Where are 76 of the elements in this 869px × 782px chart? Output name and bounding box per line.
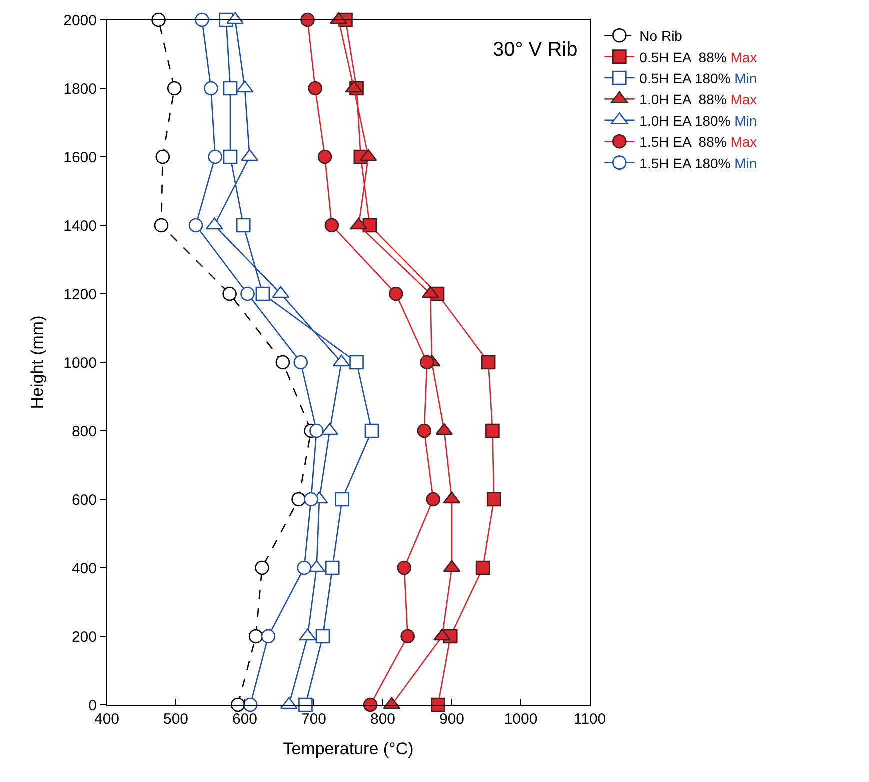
x-tick-label: 700	[301, 711, 327, 728]
point	[397, 560, 412, 576]
point	[324, 218, 340, 233]
x-tick-label: 1100	[574, 711, 606, 728]
x-tick-label: 1000	[504, 711, 538, 728]
point	[195, 12, 210, 28]
point	[223, 150, 238, 164]
legend-label: 1.0H EA 88% Max	[640, 92, 758, 108]
point	[156, 150, 170, 164]
legend-label: 1.5H EA 88% Max	[640, 134, 758, 150]
point	[188, 218, 204, 233]
point	[243, 698, 258, 712]
point	[325, 560, 340, 576]
point	[486, 424, 500, 438]
legend-label: 1.0H EA 180% Min	[640, 112, 758, 129]
point	[261, 629, 276, 644]
point	[476, 560, 490, 576]
point	[335, 492, 350, 507]
point	[222, 286, 237, 302]
point	[481, 355, 496, 370]
y-tick-label: 1200	[64, 286, 97, 304]
x-axis-title: Temperature (°C)	[283, 739, 414, 758]
y-tick-label: 1000	[64, 354, 97, 372]
point	[240, 286, 255, 302]
point	[292, 492, 306, 507]
y-tick-label: 1800	[64, 80, 97, 98]
point	[316, 629, 330, 644]
point	[256, 286, 270, 302]
y-tick-label: 0	[88, 697, 97, 714]
point	[486, 492, 502, 507]
y-tick-label: 200	[72, 628, 97, 646]
y-tick-label: 1400	[64, 218, 97, 235]
point	[300, 12, 315, 28]
point	[304, 492, 318, 507]
point	[310, 424, 324, 438]
point	[350, 355, 364, 370]
point	[420, 355, 434, 370]
x-tick-label: 600	[232, 711, 258, 728]
point	[152, 12, 166, 28]
point	[388, 286, 404, 302]
y-tick-label: 800	[72, 423, 97, 440]
point	[236, 218, 251, 233]
x-tick-label: 900	[439, 711, 465, 728]
y-tick-label: 2000	[64, 12, 97, 30]
legend-label: No Rib	[640, 28, 683, 44]
y-tick-label: 400	[72, 560, 97, 578]
point	[298, 698, 313, 712]
y-tick-label: 600	[72, 492, 97, 509]
point	[426, 492, 441, 507]
point	[308, 81, 323, 96]
point	[318, 150, 332, 164]
point	[276, 355, 290, 370]
point	[400, 629, 415, 644]
point	[230, 698, 246, 712]
y-axis-title: Height (mm)	[28, 316, 48, 410]
point	[417, 424, 432, 438]
x-tick-label: 800	[370, 711, 396, 728]
x-tick-label: 400	[94, 711, 120, 728]
legend-label: 0.5H EA 180% Min	[640, 70, 758, 86]
point	[294, 355, 308, 370]
y-tick-label: 1600	[64, 149, 97, 166]
point	[364, 424, 380, 438]
point	[255, 560, 270, 576]
point	[297, 560, 312, 576]
point	[154, 218, 169, 233]
point	[431, 698, 446, 712]
point	[167, 81, 182, 96]
legend-label: 0.5H EA 88% Max	[640, 49, 758, 66]
point	[363, 698, 378, 712]
x-tick-label: 500	[163, 711, 189, 728]
legend-label: 1.5H EA 180% Min	[640, 155, 758, 172]
point	[223, 81, 238, 96]
point	[248, 629, 264, 644]
annotation: 30° V Rib	[493, 39, 578, 61]
point	[208, 150, 222, 164]
point	[204, 81, 218, 96]
